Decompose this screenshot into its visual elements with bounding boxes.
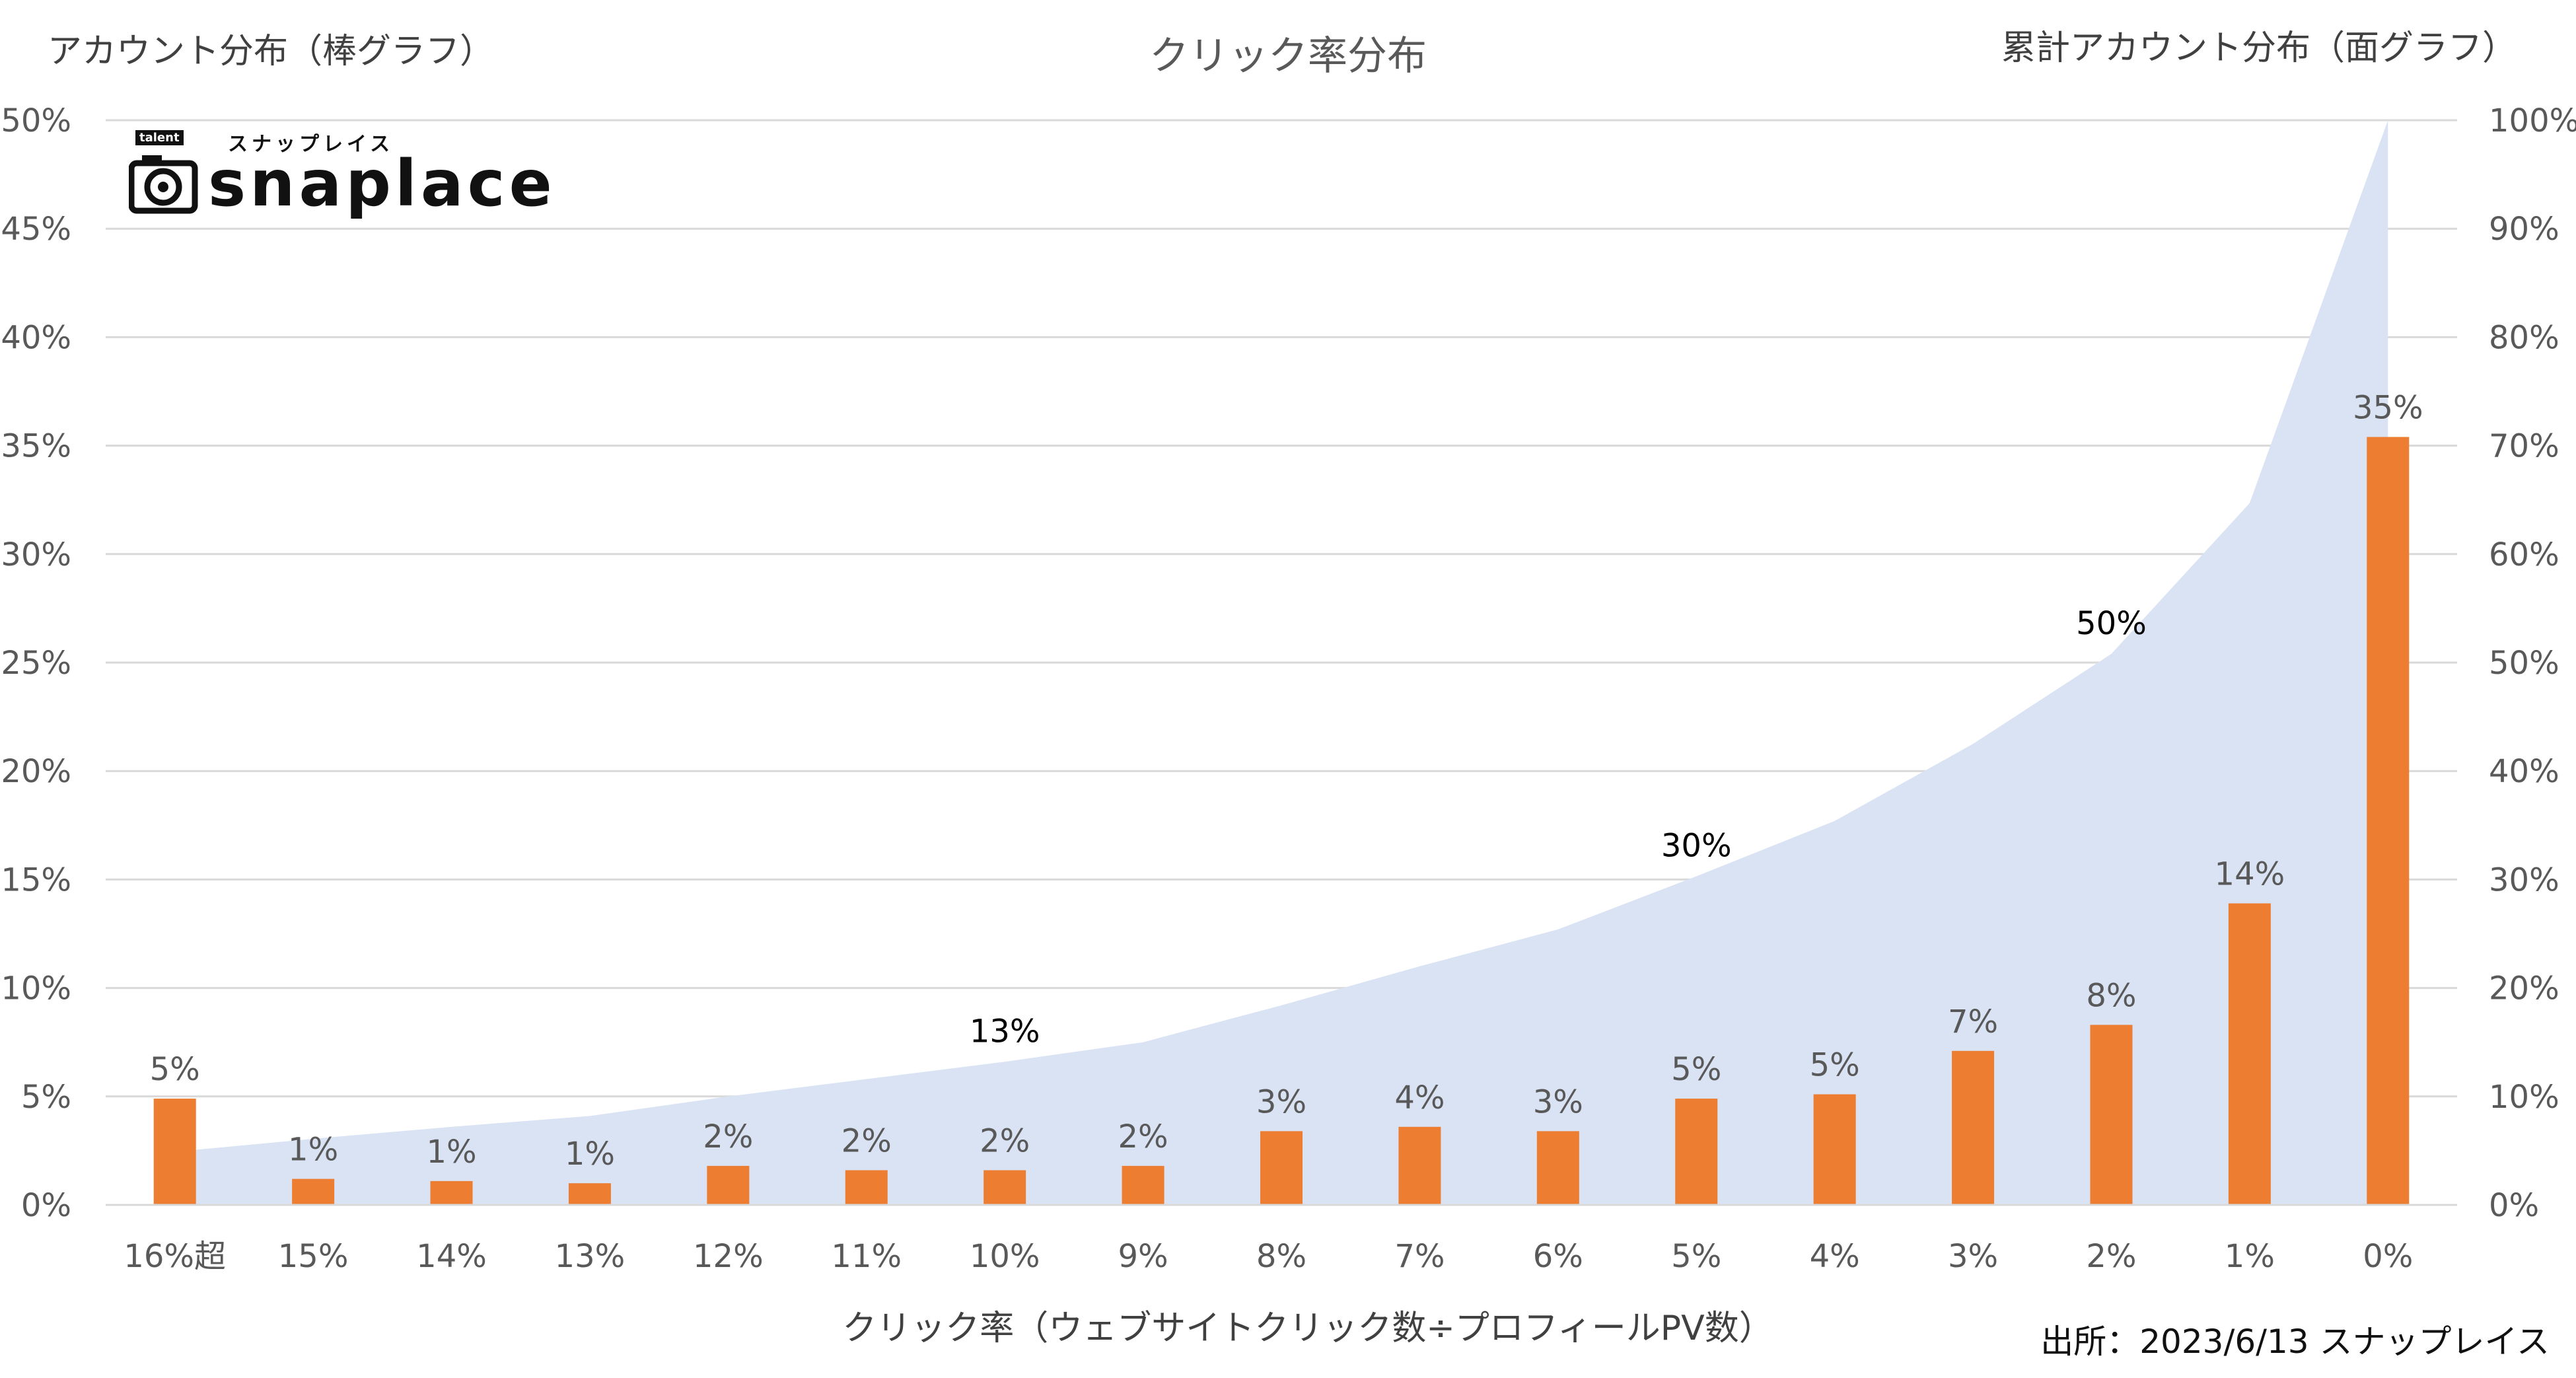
snaplace-logo: talent スナップレイス snaplace xyxy=(129,130,552,221)
y-right-tick-label: 0% xyxy=(2489,1187,2539,1224)
bar-data-label: 14% xyxy=(2215,856,2285,893)
x-axis-title: クリック率（ウェブサイトクリック数÷プロフィールPV数） xyxy=(842,1309,1773,1348)
bar-4% xyxy=(1813,1094,1856,1205)
y-left-tick-label: 20% xyxy=(1,753,71,790)
x-tick-label: 14% xyxy=(416,1238,487,1275)
x-tick-label: 16%超 xyxy=(124,1238,226,1275)
y-right-tick-label: 60% xyxy=(2489,536,2559,573)
x-tick-label: 1% xyxy=(2225,1238,2275,1275)
bar-8% xyxy=(1260,1131,1303,1205)
bar-data-label: 5% xyxy=(150,1051,200,1088)
y-right-tick-label: 100% xyxy=(2489,102,2576,139)
bar-data-label: 3% xyxy=(1533,1083,1583,1120)
bar-data-label: 1% xyxy=(426,1134,476,1171)
bar-data-label: 5% xyxy=(1810,1047,1860,1084)
bar-data-label: 1% xyxy=(565,1136,615,1173)
bar-13% xyxy=(568,1183,611,1205)
bar-14% xyxy=(430,1180,473,1205)
y-right-tick-label: 20% xyxy=(2489,970,2559,1007)
y-left-tick-label: 35% xyxy=(1,428,71,465)
x-tick-label: 8% xyxy=(1256,1238,1306,1275)
bar-9% xyxy=(1122,1165,1164,1205)
x-tick-label: 4% xyxy=(1810,1238,1860,1275)
bar-data-label: 7% xyxy=(1948,1003,1998,1040)
bar-data-label: 4% xyxy=(1394,1079,1445,1116)
y-right-tick-label: 40% xyxy=(2489,753,2559,790)
x-tick-label: 10% xyxy=(970,1238,1040,1275)
bar-data-label: 3% xyxy=(1256,1083,1306,1120)
x-tick-label: 12% xyxy=(693,1238,764,1275)
left-axis-title: アカウント分布（棒グラフ） xyxy=(48,32,494,71)
data-labels: 5% 1% 1% 1% 2% 2% 2% 2% 3% 4% 3% 5% 5% 7% 8% 14% 35% 13% 3… xyxy=(150,389,2423,1173)
axes: 0% 5% 10% 15% 20% 25% 30% 35% 40% 45% 50% 0% 10% 20% 3… xyxy=(1,102,2576,1275)
area-data-label: 30% xyxy=(1661,827,1732,864)
logo-talent-tag: talent xyxy=(135,130,184,145)
gridlines xyxy=(106,119,2457,1206)
area-data-label: 50% xyxy=(2076,605,2147,642)
x-tick-label: 7% xyxy=(1394,1238,1445,1275)
x-tick-label: 0% xyxy=(2363,1238,2413,1275)
y-left-tick-label: 40% xyxy=(1,319,71,356)
bar-2% xyxy=(2090,1025,2133,1205)
y-left-tick-label: 45% xyxy=(1,211,71,248)
chart-title: クリック率分布 xyxy=(1149,33,1427,79)
bar-series xyxy=(153,437,2410,1205)
y-right-tick-label: 30% xyxy=(2489,861,2559,898)
y-right-tick-label: 90% xyxy=(2489,211,2559,248)
bar-data-label: 2% xyxy=(841,1122,892,1159)
x-tick-label: 5% xyxy=(1671,1238,1721,1275)
bar-10% xyxy=(984,1170,1026,1205)
bar-1% xyxy=(2228,903,2271,1205)
y-right-tick-label: 70% xyxy=(2489,428,2559,465)
bar-3% xyxy=(1952,1050,1995,1205)
x-tick-label: 13% xyxy=(555,1238,626,1275)
bar-7% xyxy=(1398,1126,1441,1205)
y-right-tick-label: 50% xyxy=(2489,645,2559,682)
y-left-tick-label: 50% xyxy=(1,102,71,139)
y-right-tick-label: 80% xyxy=(2489,319,2559,356)
y-left-tick-label: 0% xyxy=(21,1187,71,1224)
bar-5% xyxy=(1675,1099,1718,1205)
bar-data-label: 2% xyxy=(980,1122,1030,1159)
bar-data-label: 35% xyxy=(2353,389,2423,426)
y-left-tick-label: 25% xyxy=(1,645,71,682)
logo-kana: スナップレイス xyxy=(228,133,394,156)
x-tick-label: 3% xyxy=(1948,1238,1998,1275)
cumulative-area xyxy=(174,120,2388,1205)
x-tick-label: 2% xyxy=(2086,1238,2136,1275)
y-left-tick-label: 5% xyxy=(21,1079,71,1116)
camera-icon xyxy=(129,155,198,214)
bar-data-label: 8% xyxy=(2086,977,2136,1014)
area-data-label: 13% xyxy=(970,1013,1040,1050)
y-left-tick-label: 15% xyxy=(1,861,71,898)
cumulative-area-series xyxy=(174,120,2388,1205)
bar-16%超 xyxy=(153,1099,196,1205)
source-note: 出所：2023/6/13 スナップレイス xyxy=(2040,1323,2550,1361)
bar-15% xyxy=(292,1179,335,1205)
bar-11% xyxy=(845,1170,888,1205)
x-tick-label: 11% xyxy=(831,1238,902,1275)
x-tick-label: 6% xyxy=(1533,1238,1583,1275)
bar-0% xyxy=(2367,437,2410,1205)
y-left-tick-label: 30% xyxy=(1,536,71,573)
y-left-tick-label: 10% xyxy=(1,970,71,1007)
x-tick-label: 9% xyxy=(1118,1238,1168,1275)
y-right-tick-label: 10% xyxy=(2489,1079,2559,1116)
bar-data-label: 2% xyxy=(1118,1118,1168,1155)
bar-data-label: 1% xyxy=(288,1132,338,1169)
x-tick-label: 15% xyxy=(278,1238,349,1275)
bar-12% xyxy=(707,1165,750,1205)
bar-data-label: 5% xyxy=(1671,1051,1721,1088)
bar-data-label: 2% xyxy=(703,1118,753,1155)
logo-wordmark: snaplace xyxy=(208,147,556,221)
right-axis-title: 累計アカウント分布（面グラフ） xyxy=(2001,28,2517,68)
bar-6% xyxy=(1536,1131,1579,1205)
